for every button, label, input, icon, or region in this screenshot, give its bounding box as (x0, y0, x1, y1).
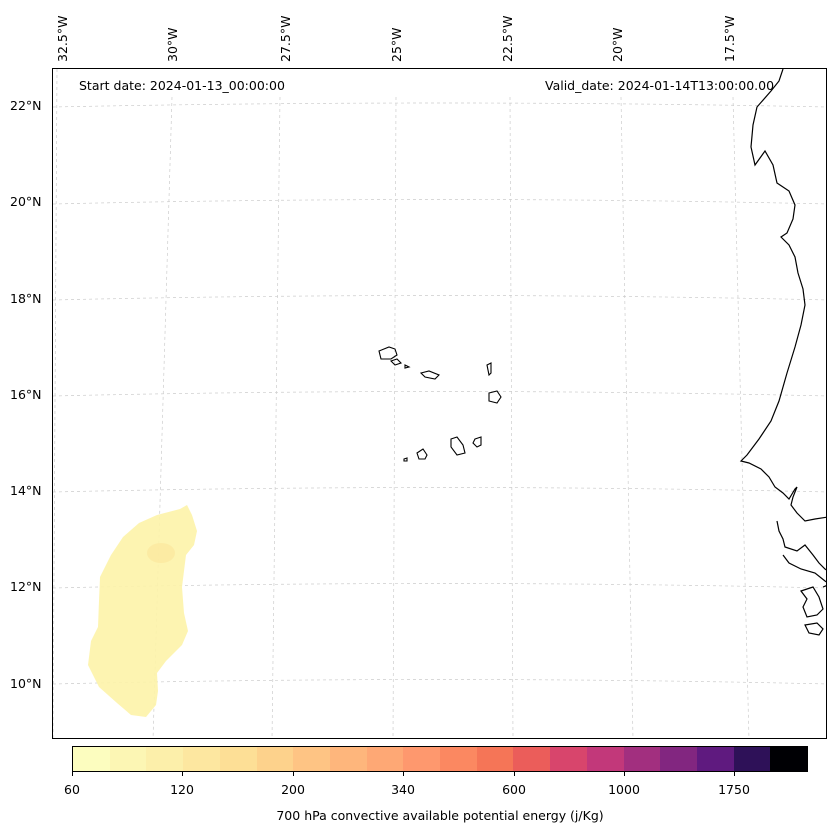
colorbar-tick-1000: 1000 (608, 782, 640, 797)
colorbar-tickmark-1750 (734, 772, 735, 776)
colorbar-tickmark-340 (403, 772, 404, 776)
colorbar-segment-11 (476, 747, 514, 771)
start-date-label: Start date: 2024-01-13_00:00:00 (79, 78, 285, 93)
lat-label-18n: 18°N (10, 291, 42, 306)
colorbar-segment-5 (256, 747, 294, 771)
colorbar-segment-4 (219, 747, 257, 771)
lat-label-16n: 16°N (10, 387, 42, 402)
colorbar-tick-340: 340 (391, 782, 415, 797)
colorbar-tickmark-120 (182, 772, 183, 776)
colorbar (72, 746, 808, 772)
colorbar-segment-8 (366, 747, 404, 771)
colorbar-segment-14 (586, 747, 624, 771)
lat-label-22n: 22°N (10, 98, 42, 113)
coastline-africa (739, 69, 826, 636)
valid-date-label: Valid_date: 2024-01-14T13:00:00.00 (545, 78, 775, 93)
colorbar-segment-16 (660, 747, 697, 771)
cape-field-region (88, 505, 197, 717)
colorbar-tick-200: 200 (281, 782, 305, 797)
colorbar-tickmark-600 (514, 772, 515, 776)
lat-label-14n: 14°N (10, 483, 42, 498)
colorbar-tick-120: 120 (170, 782, 194, 797)
lat-label-20n: 20°N (10, 194, 42, 209)
colorbar-tick-600: 600 (502, 782, 526, 797)
lon-label-22.5w: 22.5°W (500, 15, 515, 62)
colorbar-segment-6 (293, 747, 330, 771)
colorbar-segment-17 (696, 747, 734, 771)
lon-label-17.5w: 17.5°W (722, 15, 737, 62)
colorbar-segment-10 (440, 747, 477, 771)
colorbar-tick-1750: 1750 (718, 782, 750, 797)
colorbar-segment-1 (109, 747, 147, 771)
lon-label-25w: 25°W (389, 27, 404, 62)
colorbar-tickmark-60 (72, 772, 73, 776)
colorbar-segment-0 (73, 747, 110, 771)
colorbar-tickmark-200 (293, 772, 294, 776)
lon-label-32.5w: 32.5°W (55, 15, 70, 62)
lon-label-27.5w: 27.5°W (278, 15, 293, 62)
colorbar-tick-60: 60 (64, 782, 80, 797)
colorbar-segment-7 (329, 747, 367, 771)
lat-label-12n: 12°N (10, 579, 42, 594)
lon-label-30w: 30°W (165, 27, 180, 62)
colorbar-segment-2 (146, 747, 184, 771)
colorbar-segment-12 (513, 747, 551, 771)
lat-label-10n: 10°N (10, 676, 42, 691)
colorbar-segment-19 (770, 747, 808, 771)
colorbar-label: 700 hPa convective available potential e… (276, 808, 604, 823)
colorbar-segment-15 (623, 747, 661, 771)
cape-verde-islands (378, 346, 502, 462)
colorbar-segment-13 (550, 747, 587, 771)
lon-label-20w: 20°W (610, 27, 625, 62)
colorbar-segment-3 (183, 747, 220, 771)
colorbar-tickmark-1000 (624, 772, 625, 776)
map-canvas (53, 69, 826, 738)
colorbar-segment-9 (403, 747, 441, 771)
map-panel[interactable] (52, 68, 827, 739)
colorbar-segment-18 (733, 747, 771, 771)
